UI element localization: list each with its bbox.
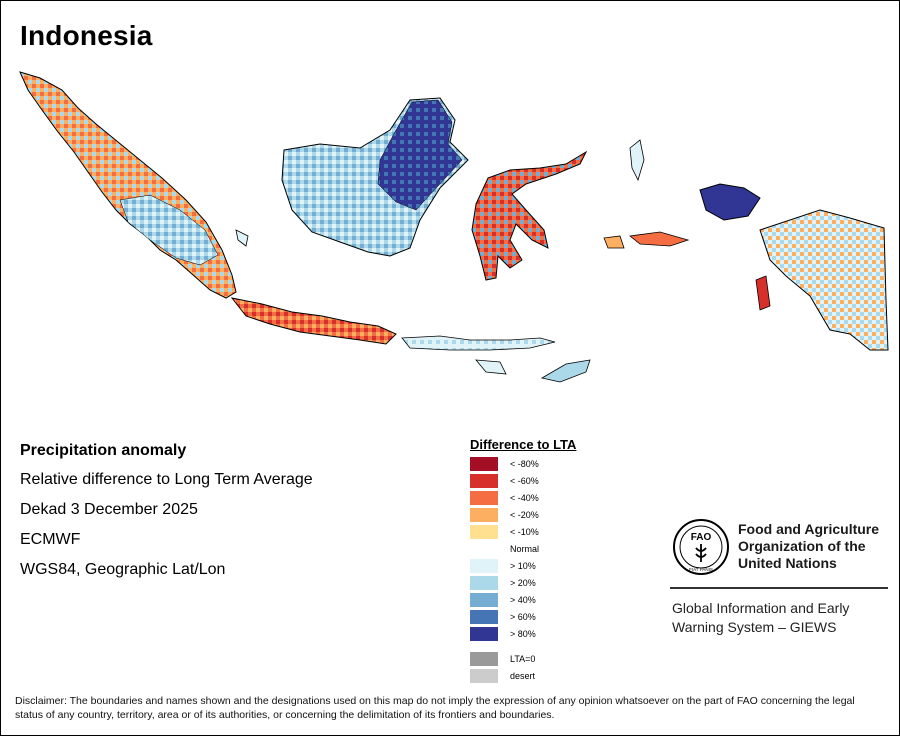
- legend-swatch: [470, 626, 498, 641]
- sumatra-south: [119, 194, 219, 266]
- legend-swatch: [470, 490, 498, 505]
- legend-label: desert: [510, 670, 536, 681]
- legend-swatch: [470, 668, 498, 683]
- map-info: Precipitation anomaly Relative differenc…: [20, 442, 313, 591]
- info-period: Dekad 3 December 2025: [20, 501, 198, 518]
- legend-swatch: [470, 651, 498, 666]
- legend-item: < -40%: [470, 489, 576, 506]
- timor-island: [540, 359, 591, 383]
- lesser-sunda-islands: [401, 335, 556, 351]
- giews-name: Global Information and Early Warning Sys…: [672, 599, 849, 637]
- legend-item: > 20%: [470, 574, 576, 591]
- legend-title: Difference to LTA: [470, 437, 577, 452]
- legend-label: > 10%: [510, 560, 536, 571]
- org-name: Food and Agriculture Organization of the…: [738, 521, 879, 572]
- java-island: [230, 297, 397, 345]
- legend-item: < -10%: [470, 523, 576, 540]
- legend-item: < -20%: [470, 506, 576, 523]
- legend-swatch: [470, 575, 498, 590]
- giews-line: Global Information and Early: [672, 600, 850, 616]
- org-name-line: United Nations: [738, 555, 837, 571]
- legend-label: < -40%: [510, 492, 539, 503]
- legend-item: < -80%: [470, 455, 576, 472]
- giews-line: Warning System – GIEWS: [672, 619, 837, 635]
- info-source: ECMWF: [20, 531, 81, 548]
- legend-label: < -10%: [510, 526, 539, 537]
- buru-island: [603, 235, 625, 249]
- fao-logo-text: FAO: [691, 532, 712, 543]
- legend-item: < -60%: [470, 472, 576, 489]
- legend-label: > 80%: [510, 628, 536, 639]
- papua-bird-head: [699, 183, 761, 221]
- legend-item: > 60%: [470, 608, 576, 625]
- indonesia-map: [19, 71, 889, 383]
- sumatra-island: [19, 71, 237, 299]
- legend-item: > 40%: [470, 591, 576, 608]
- legend-swatch: [470, 524, 498, 539]
- kalimantan-east: [377, 99, 463, 211]
- org-name-line: Food and Agriculture: [738, 521, 880, 537]
- halmahera-island: [629, 139, 645, 182]
- legend-normal-label: Normal: [510, 543, 540, 554]
- aru-island: [755, 275, 771, 311]
- legend-item: LTA=0: [470, 650, 576, 667]
- papua-island: [759, 209, 889, 351]
- legend-label: > 60%: [510, 611, 536, 622]
- legend-label: > 40%: [510, 594, 536, 605]
- legend-swatch: [470, 609, 498, 624]
- disclaimer: Disclaimer: The boundaries and names sho…: [15, 695, 855, 721]
- info-heading: Precipitation anomaly: [20, 442, 187, 459]
- legend-label: < -20%: [510, 509, 539, 520]
- legend-item: > 80%: [470, 625, 576, 642]
- sulawesi-island: [471, 150, 588, 281]
- sumba-island: [475, 359, 507, 375]
- legend-swatch: [470, 507, 498, 522]
- legend-swatch: [470, 558, 498, 573]
- legend-label: < -60%: [510, 475, 539, 486]
- legend-swatch: [470, 456, 498, 471]
- legend-label: < -80%: [510, 458, 539, 469]
- info-projection: WGS84, Geographic Lat/Lon: [20, 561, 226, 578]
- legend-swatch: [470, 473, 498, 488]
- legend-label: LTA=0: [510, 653, 536, 664]
- org-divider: [670, 587, 888, 589]
- bangka-island: [235, 229, 249, 247]
- legend-item: > 10%: [470, 557, 576, 574]
- legend-item: desert: [470, 667, 576, 684]
- fao-logo-icon: FAO FIAT PANIS: [673, 519, 729, 575]
- info-description: Relative difference to Long Term Average: [20, 471, 313, 488]
- legend-label: > 20%: [510, 577, 536, 588]
- legend: Difference to LTA < -80% < -60% < -40% <…: [470, 437, 576, 684]
- map-title: Indonesia: [20, 20, 153, 51]
- org-name-line: Organization of the: [738, 538, 866, 554]
- fao-logo-motto: FIAT PANIS: [689, 567, 713, 572]
- legend-swatch: [470, 592, 498, 607]
- seram-island: [629, 231, 690, 247]
